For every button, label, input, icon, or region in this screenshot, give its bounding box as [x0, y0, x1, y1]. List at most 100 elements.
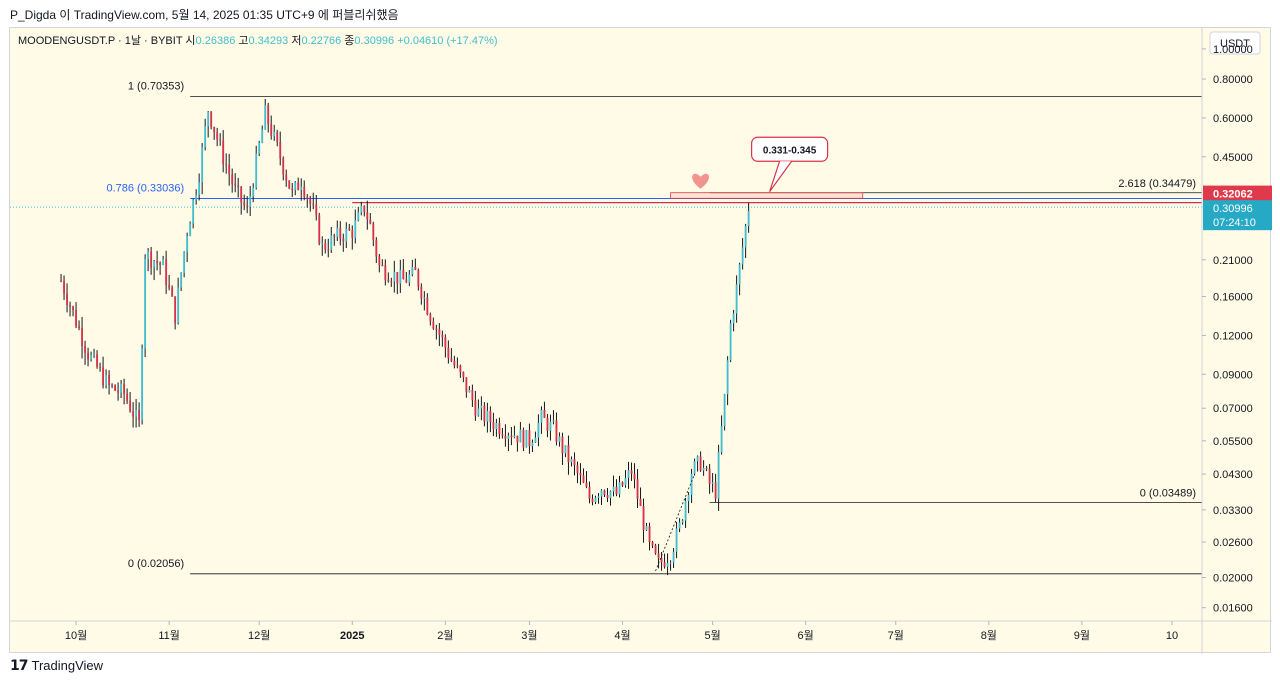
candle-body: [204, 126, 207, 148]
candle-body: [564, 445, 567, 454]
candle-body: [135, 409, 138, 417]
candle-body: [735, 284, 738, 314]
candle-body: [666, 562, 669, 567]
candle-body: [711, 482, 714, 484]
candle-body: [594, 497, 597, 503]
candle-body: [360, 205, 363, 213]
candle-body: [585, 482, 588, 487]
candle-body: [252, 187, 255, 197]
level-label: 1 (0.70353): [128, 80, 184, 92]
candle-body: [624, 477, 627, 486]
candle-body: [603, 490, 606, 495]
candle-body: [555, 420, 558, 442]
publisher-line: P_Digda 이 TradingView.com, 5월 14, 2025 0…: [10, 8, 399, 22]
legend-part: +0.04610 (+17.47%): [394, 35, 497, 47]
candle-body: [468, 389, 471, 393]
candle-body: [351, 229, 354, 238]
candle-body: [177, 287, 180, 323]
candle-body: [387, 279, 390, 282]
candle-body: [315, 204, 318, 216]
price-label-high: 0.32062: [1213, 189, 1253, 201]
candle-body: [606, 494, 609, 499]
candle-body: [228, 165, 231, 175]
footer: 𝟭𝟳 TradingView: [10, 657, 103, 674]
candles: [60, 98, 750, 576]
candle-body: [378, 256, 381, 266]
candle-body: [480, 405, 483, 409]
candle-body: [150, 251, 153, 268]
candle-body: [255, 153, 258, 188]
candle-body: [726, 360, 729, 395]
candle-body: [297, 182, 300, 190]
y-tick-label: 0.07000: [1213, 403, 1253, 415]
candle-body: [393, 272, 396, 282]
candle-body: [243, 202, 246, 206]
candle-body: [462, 372, 465, 378]
candle-body: [489, 410, 492, 423]
candle-body: [546, 417, 549, 431]
candle-body: [159, 262, 162, 265]
candle-body: [132, 411, 135, 417]
candle-body: [579, 472, 582, 476]
candle-body: [195, 194, 198, 200]
candle-body: [282, 158, 285, 175]
candle-body: [549, 421, 552, 431]
candle-body: [327, 249, 330, 251]
callout-pointer: [769, 160, 793, 193]
y-tick-label: 0.02600: [1213, 537, 1253, 549]
candle-body: [141, 348, 144, 421]
candle-body: [645, 526, 648, 531]
candle-body: [222, 140, 225, 164]
candle-body: [435, 328, 438, 330]
level-label: 0 (0.02056): [128, 558, 184, 570]
candle-body: [168, 285, 171, 288]
candle-body: [474, 400, 477, 416]
candle-body: [447, 347, 450, 359]
legend-part: 0.34293: [249, 35, 289, 47]
y-tick-label: 0.09000: [1213, 369, 1253, 381]
candle-body: [240, 186, 243, 203]
candle-body: [312, 203, 315, 205]
candle-body: [582, 475, 585, 483]
candle-body: [609, 491, 612, 499]
candle-body: [153, 261, 156, 268]
candle-body: [156, 261, 159, 263]
x-tick-label: 4월: [614, 629, 630, 642]
y-tick-label: 0.16000: [1213, 292, 1253, 304]
candle-body: [363, 205, 366, 213]
candle-body: [696, 456, 699, 462]
candle-body: [687, 494, 690, 502]
candle-body: [324, 243, 327, 250]
candle-body: [198, 182, 201, 195]
candle-body: [522, 429, 525, 448]
legend-part: 종: [341, 35, 354, 47]
candle-body: [417, 269, 420, 287]
candle-body: [186, 236, 189, 253]
candle-body: [231, 174, 234, 184]
candle-body: [300, 186, 303, 190]
legend: MOODENGUSDT.P · 1날 · BYBIT 시0.26386 고0.3…: [18, 34, 498, 47]
candle-body: [84, 346, 86, 353]
candle-body: [264, 105, 267, 130]
y-tick-label: 0.02000: [1213, 573, 1253, 585]
candle-body: [258, 142, 261, 154]
chart-frame[interactable]: 1 (0.70353) 0.786 (0.33036) 0 (0.02056) 2.6…: [9, 27, 1272, 654]
candle-body: [660, 558, 663, 563]
candle-body: [399, 269, 402, 284]
candle-body: [174, 296, 177, 323]
candle-body: [357, 212, 360, 221]
candle-body: [366, 212, 369, 220]
candle-body: [189, 223, 192, 237]
level-label: 0 (0.03489): [1140, 487, 1196, 499]
y-tick-label: 1.00000: [1213, 44, 1253, 56]
candle-body: [495, 422, 498, 429]
candle-body: [540, 410, 543, 423]
candle-body: [192, 199, 195, 224]
candle-body: [81, 328, 83, 347]
chart-svg[interactable]: 1 (0.70353) 0.786 (0.33036) 0 (0.02056) 2.6…: [10, 28, 1272, 654]
x-tick-label: 3월: [521, 629, 537, 642]
candle-body: [669, 562, 672, 564]
candle-body: [636, 479, 639, 499]
candle-body: [411, 266, 414, 275]
